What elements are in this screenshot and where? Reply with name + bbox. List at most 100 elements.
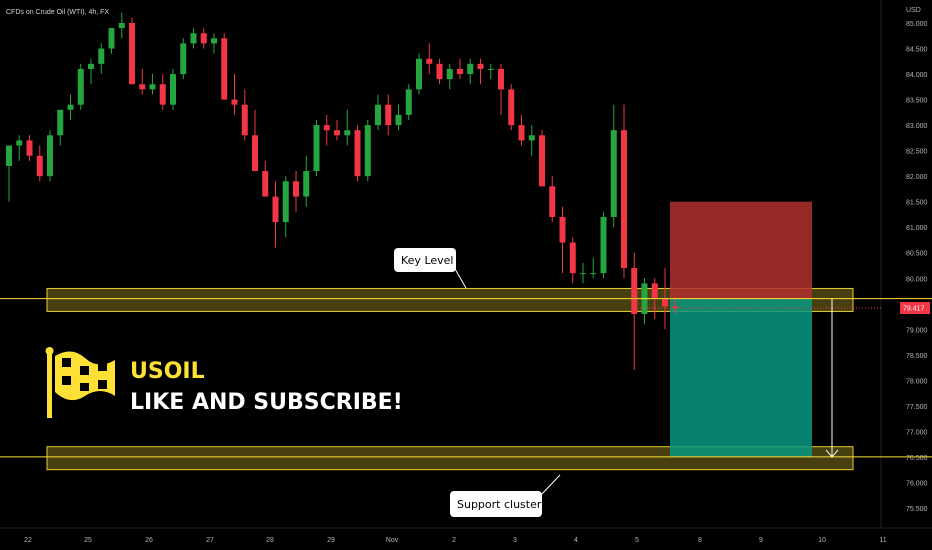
candle-up [364, 119, 371, 182]
stop-loss-box[interactable] [670, 201, 812, 299]
candles [6, 12, 679, 371]
checkered-flag-icon [45, 347, 115, 418]
price-tick-label: 80.500 [906, 251, 928, 258]
candle-down [241, 89, 248, 141]
candle-up [108, 28, 115, 54]
price-tick-label: 76.000 [906, 480, 928, 487]
candle-up [77, 63, 84, 110]
price-tick-label: 78.500 [906, 353, 928, 360]
price-tick-label: 85.000 [906, 21, 928, 28]
candle-up [57, 109, 64, 146]
candle-down [631, 252, 638, 371]
price-tick-label: 84.500 [906, 47, 928, 54]
candle-up [47, 130, 53, 182]
price-tick-label: 83.000 [906, 123, 928, 130]
candle-down [621, 104, 627, 279]
candle-up [303, 155, 310, 207]
support-cluster-label: Support cluster [457, 498, 542, 511]
candle-up [395, 104, 402, 131]
candle-down [354, 125, 361, 182]
candle-down [159, 74, 166, 110]
candle-down [221, 33, 228, 100]
time-tick-label: 8 [698, 537, 702, 544]
candle-down [323, 114, 330, 146]
candle-down [539, 130, 545, 187]
current-price-tag [900, 302, 930, 315]
price-tick-label: 83.500 [906, 98, 928, 105]
candle-up [416, 53, 422, 95]
price-tick-label: 81.000 [906, 225, 928, 232]
candle-down [457, 58, 463, 80]
candle-up [190, 28, 197, 49]
candle-down [508, 84, 515, 131]
candle-down [518, 114, 525, 146]
chart-title: CFDs on Crude Oil (WTI), 4h, FX [6, 9, 109, 16]
candle-down [672, 298, 679, 314]
candle-up [446, 63, 453, 90]
candle-up [375, 94, 381, 131]
candle-up [282, 176, 289, 238]
price-tick-label: 79.000 [906, 327, 928, 334]
time-tick-label: Nov [386, 537, 399, 544]
candle-up [149, 74, 156, 95]
time-tick-label: 5 [635, 537, 639, 544]
time-tick-label: 22 [24, 537, 32, 544]
candle-down [262, 160, 269, 197]
candle-down [436, 58, 443, 85]
candle-down [36, 145, 43, 182]
candle-down [272, 181, 279, 248]
time-tick-label: 4 [574, 537, 578, 544]
price-axis[interactable]: USD 85.000 84.500 84.000 83.500 83.000 82.500… [880, 0, 928, 528]
current-price-label: 79.417 [903, 306, 925, 313]
price-tick-label: 75.500 [906, 506, 928, 513]
time-axis[interactable]: 22 25 26 27 28 29 Nov 2 3 4 5 8 9 10 11 [0, 527, 932, 544]
time-tick-label: 25 [84, 537, 92, 544]
candle-down [549, 176, 556, 223]
key-level-callout: Key Level [394, 248, 467, 289]
candle-up [118, 12, 125, 39]
time-tick-label: 29 [327, 537, 335, 544]
time-tick-label: 2 [452, 537, 456, 544]
candle-up [16, 135, 23, 161]
candle-up [580, 262, 586, 284]
candle-up [405, 84, 412, 120]
candle-down [293, 171, 299, 212]
price-tick-label: 82.000 [906, 174, 928, 181]
time-tick-label: 3 [513, 537, 517, 544]
candle-down [26, 135, 33, 161]
price-tick-label: 80.000 [906, 276, 928, 283]
time-tick-label: 9 [759, 537, 763, 544]
candle-up [610, 104, 617, 228]
time-tick-label: 11 [879, 537, 886, 544]
candle-down [334, 119, 340, 141]
support-cluster-zone[interactable] [46, 446, 854, 471]
candle-up [528, 125, 535, 156]
candle-down [569, 237, 576, 284]
candle-down [200, 28, 207, 49]
candle-up [88, 58, 94, 85]
price-tick-label: 82.500 [906, 149, 928, 156]
price-tick-label: 77.500 [906, 404, 928, 411]
key-level-zone[interactable] [46, 287, 854, 312]
candle-down [426, 43, 433, 75]
candle-up [467, 58, 474, 85]
support-callout: Support cluster [450, 474, 561, 517]
candle-up [344, 109, 351, 146]
candle-down [252, 109, 258, 172]
candle-up [170, 68, 176, 110]
candle-up [211, 33, 217, 54]
price-tick-label: 81.500 [906, 200, 928, 207]
candle-up [600, 211, 607, 279]
candle-down [559, 206, 566, 274]
take-profit-box[interactable] [670, 298, 812, 457]
currency-label: USD [906, 7, 921, 14]
arrow-down-icon [825, 298, 839, 458]
candle-up [6, 145, 12, 202]
key-level-label: Key Level [401, 254, 453, 267]
candle-up [313, 119, 320, 177]
price-tick-label: 76.500 [906, 455, 928, 462]
time-tick-label: 27 [206, 537, 214, 544]
candle-down [498, 63, 504, 115]
candle-up [487, 63, 494, 80]
